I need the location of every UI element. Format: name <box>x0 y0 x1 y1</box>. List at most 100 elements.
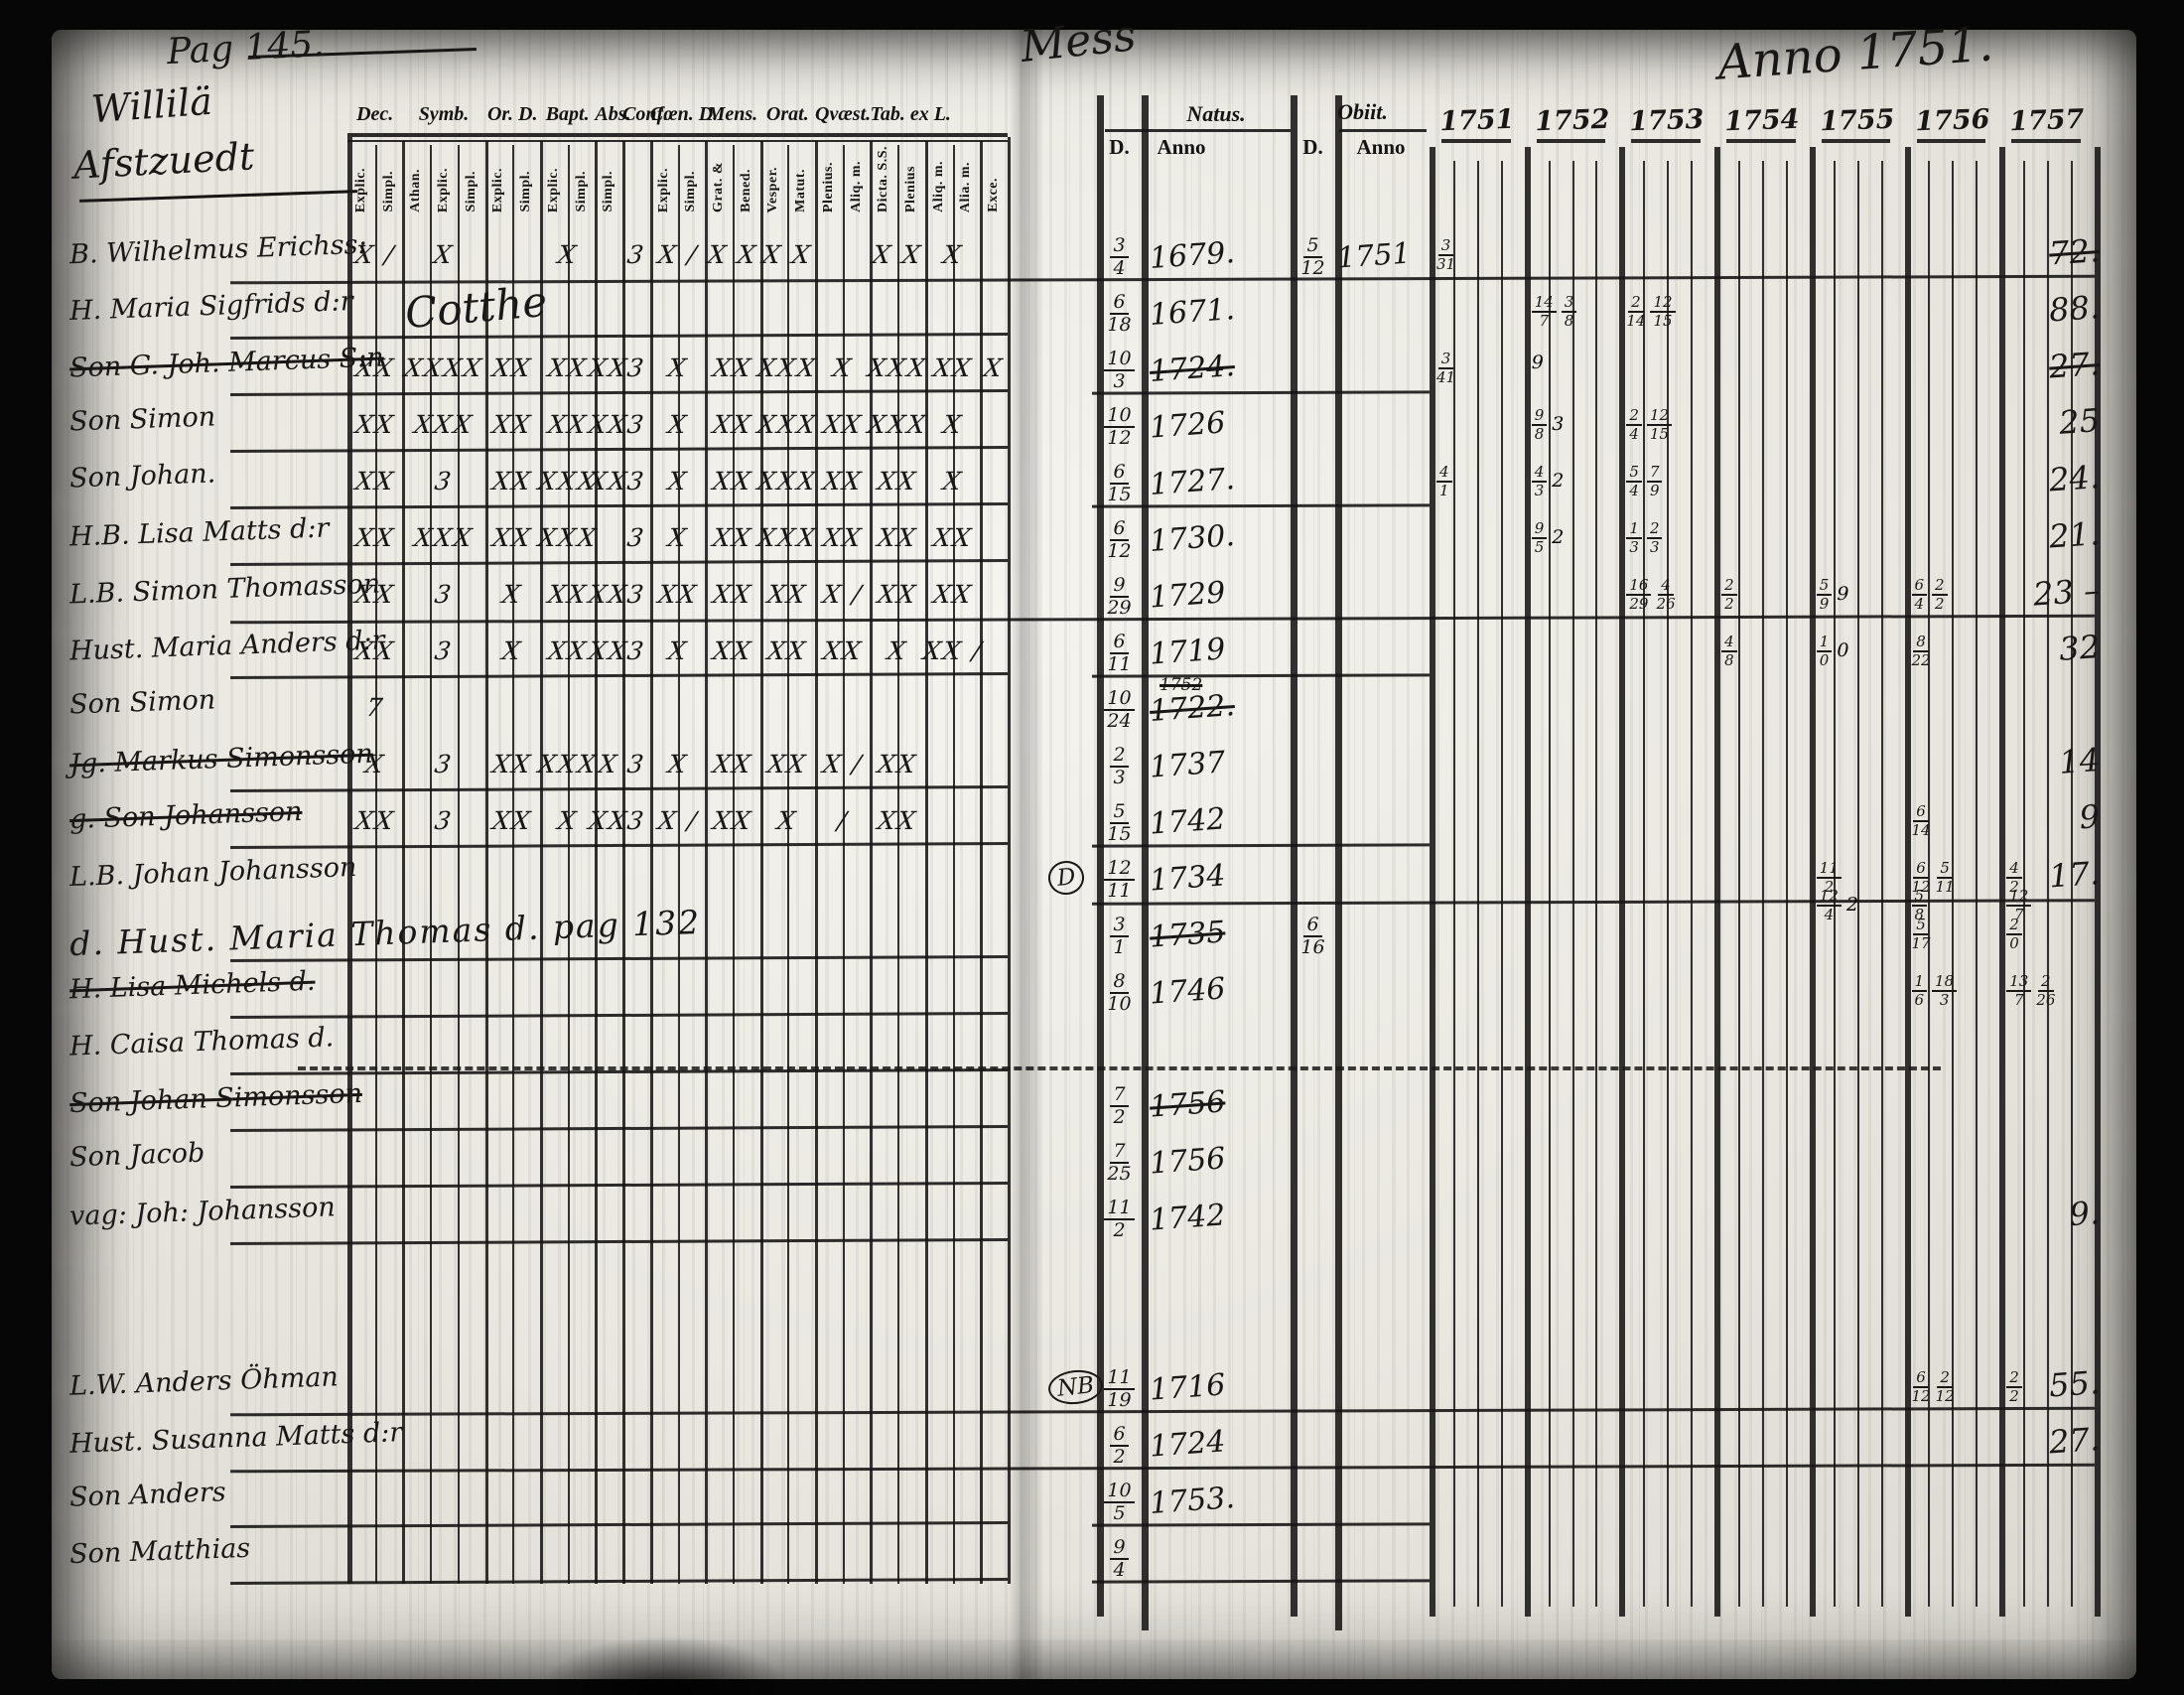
column-sub-label: Explic. <box>347 141 375 212</box>
year-entry: 3 41 <box>1436 352 1460 385</box>
year-tick-line <box>2070 161 2073 1607</box>
column-sub-label-text: Explic. <box>352 167 368 212</box>
year-entry-number: 2 <box>1552 469 1565 492</box>
year-tick-line <box>1595 161 1598 1607</box>
header-rule <box>347 133 1008 137</box>
obiit-anno-label: Anno <box>1356 135 1406 159</box>
date-fraction: 4 26 <box>1656 576 1676 613</box>
natus-underline <box>1105 129 1291 132</box>
year-entry: 12 4 2 <box>1816 889 1863 922</box>
column-sub-label: Grat. & <box>705 141 733 212</box>
group-boundary-line <box>759 141 763 1584</box>
column-sub-label: Simpl. <box>375 141 403 212</box>
year-entry: 8 22 <box>1912 635 1936 668</box>
column-group-label: Cœn. D. <box>649 103 719 125</box>
year-tick-line <box>1856 161 1859 1607</box>
year-tick-line <box>1880 161 1883 1607</box>
column-sub-label-text: Explic. <box>545 167 561 212</box>
date-fraction: 9 29 <box>1107 574 1132 619</box>
age-value: 32 <box>2057 628 2102 668</box>
communion-mark: XX <box>930 580 975 609</box>
birth-day: 10 24 <box>1097 689 1142 731</box>
age-value: 23 – <box>2031 571 2102 614</box>
column-sub-label: Plenius. <box>815 141 843 212</box>
year-entry: 2 14 12 15 <box>1626 295 1680 329</box>
birth-year: 1753. <box>1148 1481 1237 1521</box>
year-boundary-bar <box>1809 147 1816 1617</box>
year-tick-line <box>1643 161 1646 1607</box>
birth-day: 7 25 <box>1097 1142 1142 1184</box>
communion-mark: XX / <box>920 636 985 665</box>
column-sub-label-text: Exce. <box>986 178 1002 212</box>
date-fraction: 12 4 <box>1816 889 1842 922</box>
date-fraction: 5 17 <box>1911 916 1931 952</box>
birth-day: 5 15 <box>1097 802 1142 844</box>
year-entry-number: 9 <box>1531 352 1544 373</box>
group-boundary-line <box>622 141 626 1584</box>
column-sub-label: Explic. <box>650 141 678 212</box>
heavy-column-bar <box>1097 95 1104 1617</box>
sub-column-line <box>897 145 900 1584</box>
birth-year: 1724 <box>1148 1424 1227 1465</box>
column-sub-label: Bened. <box>733 141 760 212</box>
column-group-label: Orat. <box>765 103 809 125</box>
birth-day: 11 19 <box>1097 1368 1142 1410</box>
birth-year: 1722. <box>1148 688 1237 729</box>
year-label: 1752 <box>1534 103 1610 138</box>
birth-year: 1734 <box>1148 858 1227 899</box>
column-sub-label-text: Plenius <box>903 165 918 212</box>
group-boundary-line <box>870 141 874 1584</box>
column-group-label: Dec. <box>356 103 394 125</box>
year-entry: 6 14 <box>1912 804 1936 838</box>
column-sub-label-text: Explic. <box>655 167 671 212</box>
sub-column-line <box>787 145 790 1584</box>
age-value: 21. <box>2047 514 2102 556</box>
year-boundary-bar <box>2095 147 2101 1617</box>
year-entry-number: 9 <box>1837 582 1849 605</box>
birth-year: 1716 <box>1148 1367 1227 1408</box>
birth-year: 1746 <box>1148 971 1227 1012</box>
column-sub-label-text: Simpl. <box>380 171 396 212</box>
sub-column-line <box>512 145 515 1584</box>
village-name: Willilä <box>89 78 214 132</box>
age-value: 88. <box>2047 288 2102 330</box>
date-fraction: 6 15 <box>1107 461 1132 505</box>
column-group-label: Qvæst. <box>815 103 872 125</box>
age-value: 17. <box>2047 854 2102 896</box>
year-boundary-bar <box>1430 147 1435 1617</box>
communion-mark: X <box>940 410 965 439</box>
natus-column-header: Natus. <box>1186 101 1246 126</box>
year-underline <box>1441 139 1511 143</box>
communion-mark: X <box>432 240 456 269</box>
year-tick-line <box>1833 161 1836 1607</box>
group-boundary-line <box>347 137 352 1584</box>
column-sub-label: Alia. m. <box>953 141 981 212</box>
date-fraction: 10 12 <box>1104 406 1135 448</box>
birth-year-correction: 1752 <box>1160 675 1203 695</box>
natus-anno-label: Anno <box>1157 135 1206 159</box>
birth-year: 1727. <box>1148 462 1237 502</box>
age-value: 27. <box>2047 345 2102 386</box>
ruled-off-dashed-line <box>298 1066 1941 1070</box>
heavy-column-bar <box>1291 95 1297 1617</box>
column-sub-label: Plenius <box>897 141 925 212</box>
row-name: Son Anders <box>68 1477 227 1513</box>
year-entry: 11 2 <box>1816 861 1846 895</box>
